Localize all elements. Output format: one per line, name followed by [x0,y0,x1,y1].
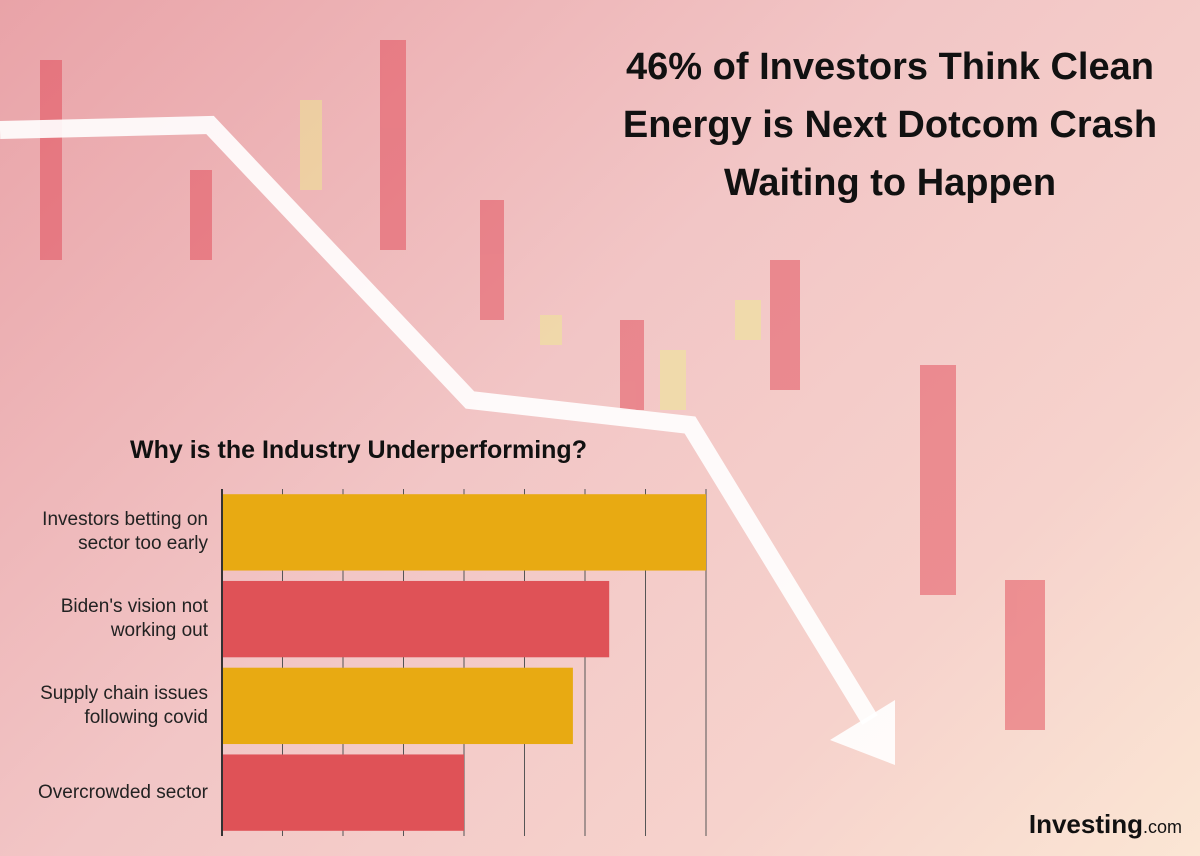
bar [222,494,706,571]
bar [222,580,610,658]
bar [222,667,573,745]
arrow-head [830,700,895,765]
category-label: Supply chain issues following covid [40,682,208,728]
logo: Investing.com [1029,809,1182,840]
logo-suffix: .com [1142,817,1182,837]
category-label: Overcrowded sector [37,781,208,803]
category-label: Investors betting on sector too early [42,509,208,555]
category-label: Biden's vision not working out [60,596,208,642]
background-decoration [40,40,1045,730]
trend-arrow [0,115,878,725]
chart-subtitle: Why is the Industry Underperforming? [130,436,587,464]
logo-name: Investing [1028,809,1143,839]
bar [222,754,464,831]
chart-title: 46% of Investors Think Clean Energy is N… [622,46,1158,204]
